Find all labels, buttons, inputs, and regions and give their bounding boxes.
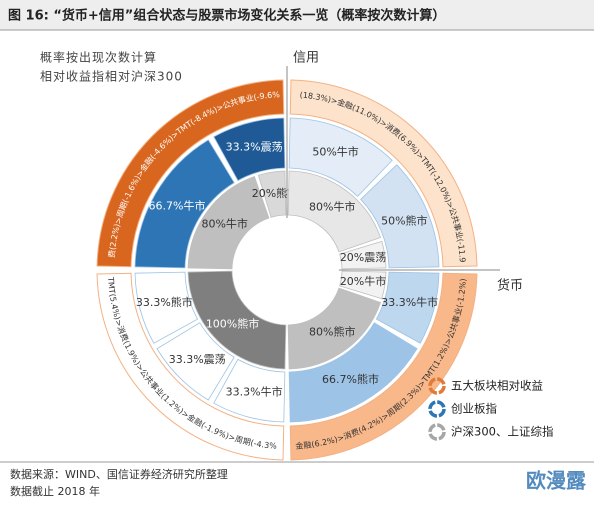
segment-label: 66.7%熊市 (322, 372, 379, 386)
legend-label: 创业板指 (451, 402, 497, 416)
note: 概率按出现次数计算 (40, 50, 157, 65)
segment-label: 33.3%震荡 (226, 140, 283, 153)
legend-icon (428, 377, 446, 395)
gem-segment (213, 117, 286, 182)
segment-label: 80%牛市 (309, 200, 355, 214)
segment-label: 33.3%震荡 (169, 353, 226, 366)
return-ring (96, 79, 285, 268)
legend-icon (428, 423, 446, 441)
gem-segment (134, 271, 199, 344)
return-ring (96, 272, 285, 461)
gem-segment (213, 358, 286, 423)
segment-label: 20%熊市 (252, 186, 298, 200)
title-bar (0, 0, 594, 30)
center-hole (235, 218, 339, 322)
y-axis-label: 信用 (293, 51, 319, 66)
gem-segment (134, 139, 235, 269)
index-segment (257, 170, 287, 218)
chart-title: 图 16: “货币+信用”组合状态与股票市场变化关系一览（概率按次数计算） (8, 8, 445, 24)
index-segment (187, 270, 287, 370)
index-segment (339, 270, 387, 300)
index-segment (287, 287, 382, 370)
return-ring (289, 272, 478, 461)
segment-label: 50%牛市 (312, 145, 358, 159)
segment-label: 100%熊市 (206, 316, 259, 330)
segment-label: 20%震荡 (340, 251, 386, 264)
watermark: 欧漫露 (526, 469, 587, 493)
gem-segment (288, 117, 393, 197)
gem-segment (360, 164, 440, 269)
cutoff: 数据截止 2018 年 (10, 484, 100, 498)
legend-label: 五大板块相对收益 (451, 379, 543, 393)
segment-label: 33.3%熊市 (136, 295, 193, 309)
segment-label: 50%熊市 (381, 213, 427, 227)
x-axis-label: 货币 (497, 278, 523, 294)
note: 相对收益指相对沪深300 (40, 69, 183, 84)
segment-label: 20%牛市 (340, 274, 386, 288)
legend-icon (428, 400, 446, 418)
index-segment (187, 175, 270, 270)
gem-segment (375, 271, 440, 344)
segment-label: 80%牛市 (201, 217, 247, 231)
return-ring (289, 79, 478, 268)
segment-label: 33.3%牛市 (226, 385, 283, 399)
gem-segment (288, 322, 418, 423)
gem-segment (156, 322, 235, 401)
segment-label: 33.3%牛市 (381, 295, 438, 309)
source: 数据来源：WIND、国信证券经济研究所整理 (10, 467, 228, 481)
legend-label: 沪深300、上证综指 (451, 425, 553, 439)
index-segment (339, 240, 387, 270)
index-segment (287, 170, 382, 253)
segment-label: 66.7%牛市 (149, 198, 206, 212)
segment-label: 80%熊市 (309, 324, 355, 338)
